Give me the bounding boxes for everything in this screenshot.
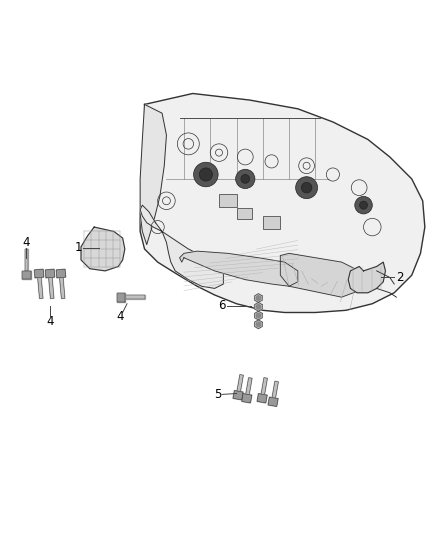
- Text: 5: 5: [214, 388, 221, 401]
- Polygon shape: [268, 397, 278, 407]
- Polygon shape: [237, 375, 244, 392]
- Text: 1: 1: [75, 241, 83, 254]
- Polygon shape: [256, 304, 261, 309]
- Polygon shape: [34, 269, 44, 278]
- Polygon shape: [22, 271, 31, 279]
- Polygon shape: [246, 378, 252, 395]
- Polygon shape: [60, 277, 65, 298]
- Polygon shape: [140, 93, 425, 312]
- Polygon shape: [233, 391, 243, 400]
- Text: 6: 6: [218, 300, 226, 312]
- Bar: [263, 216, 280, 229]
- Polygon shape: [280, 253, 359, 297]
- Text: 4: 4: [46, 315, 54, 328]
- Polygon shape: [256, 296, 261, 300]
- Polygon shape: [257, 394, 267, 403]
- Polygon shape: [254, 302, 262, 311]
- Polygon shape: [242, 394, 252, 403]
- Circle shape: [296, 177, 318, 199]
- Circle shape: [236, 169, 255, 189]
- Polygon shape: [348, 262, 385, 293]
- Polygon shape: [254, 294, 262, 302]
- Polygon shape: [256, 313, 261, 318]
- Polygon shape: [140, 205, 223, 288]
- Polygon shape: [56, 269, 66, 278]
- Polygon shape: [261, 378, 268, 395]
- Polygon shape: [25, 249, 28, 271]
- Circle shape: [355, 197, 372, 214]
- Polygon shape: [117, 293, 125, 302]
- Polygon shape: [38, 277, 43, 298]
- Circle shape: [241, 174, 250, 183]
- Text: 4: 4: [117, 310, 124, 324]
- Circle shape: [194, 162, 218, 187]
- Circle shape: [199, 168, 212, 181]
- Polygon shape: [125, 295, 145, 299]
- Polygon shape: [272, 381, 279, 398]
- Polygon shape: [180, 251, 298, 286]
- Polygon shape: [45, 269, 55, 278]
- Circle shape: [301, 182, 312, 193]
- Bar: [219, 194, 237, 207]
- Polygon shape: [256, 322, 261, 327]
- Text: 4: 4: [22, 236, 30, 249]
- Polygon shape: [49, 277, 54, 298]
- Text: 2: 2: [396, 271, 404, 284]
- Polygon shape: [254, 320, 262, 329]
- Bar: [237, 208, 252, 220]
- Polygon shape: [140, 104, 166, 245]
- Polygon shape: [81, 227, 125, 271]
- Polygon shape: [254, 311, 262, 320]
- Circle shape: [360, 201, 367, 209]
